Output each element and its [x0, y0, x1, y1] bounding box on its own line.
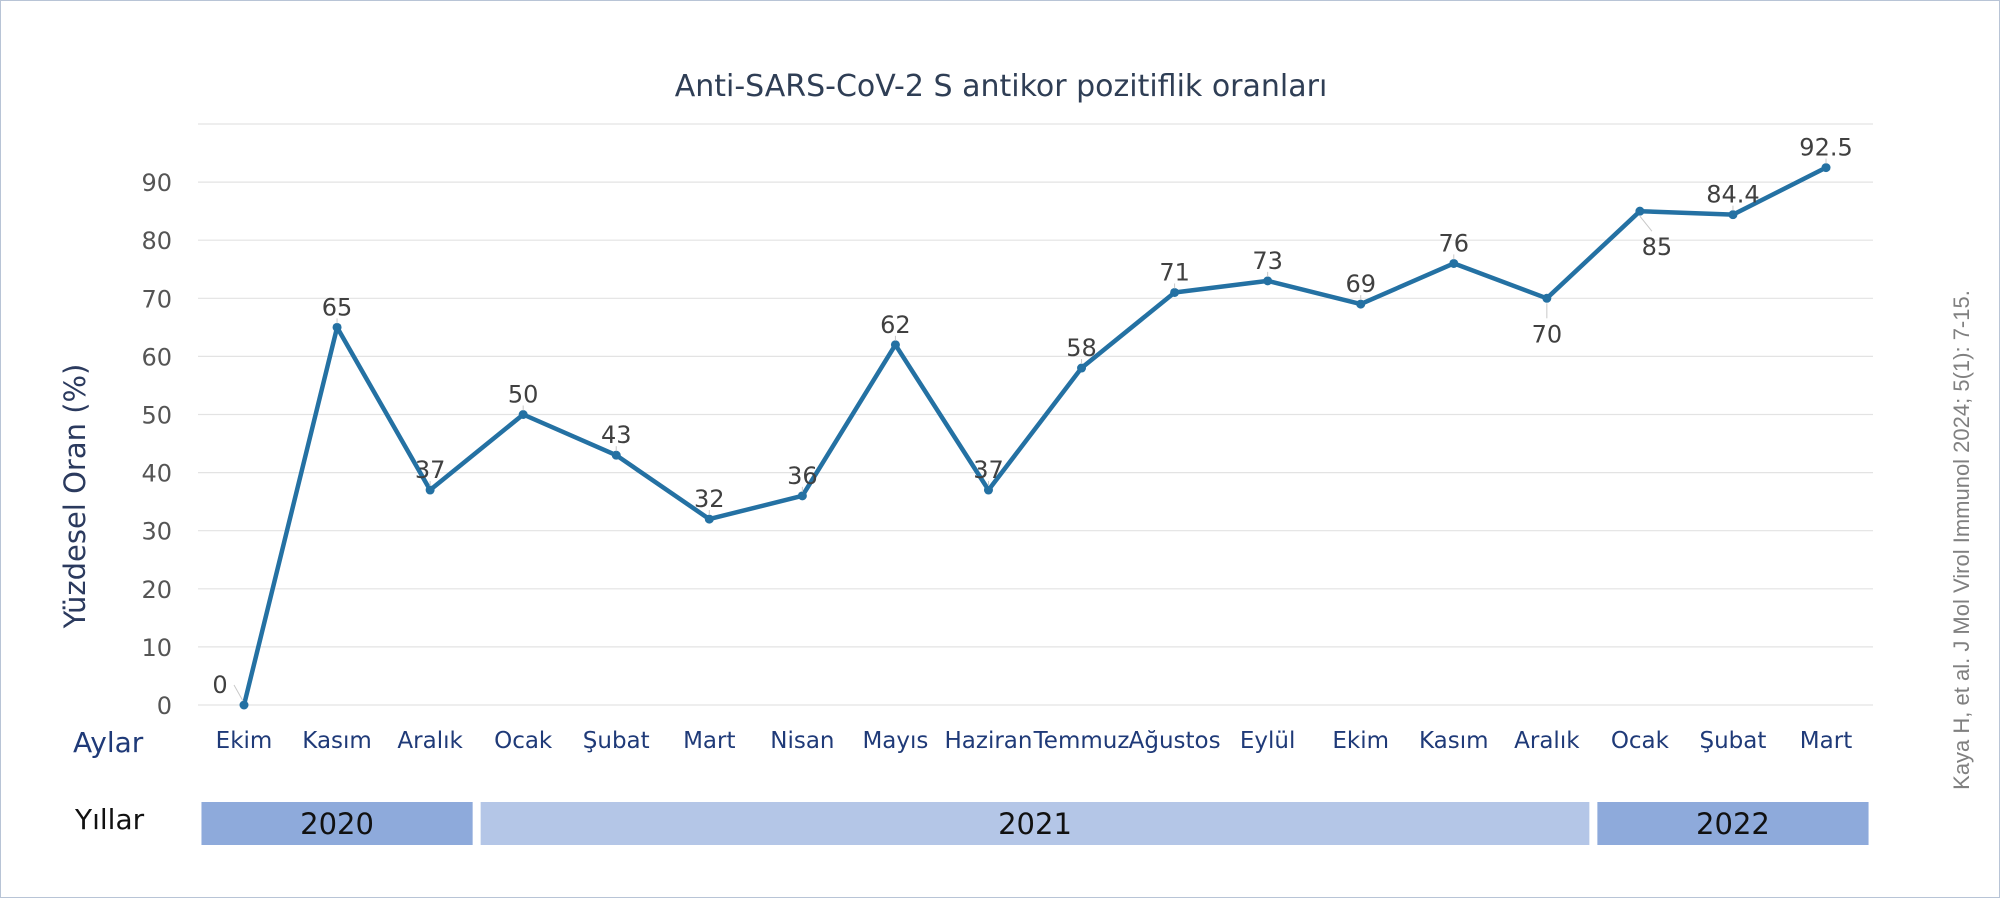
data-label-leader: [1639, 215, 1653, 232]
y-axis-label: Yüzdesel Oran (%): [58, 364, 92, 630]
series-line: [241, 165, 1829, 708]
x-tick-label: Nisan: [770, 728, 834, 754]
x-tick-label: Mart: [683, 728, 735, 754]
data-label: 85: [1642, 233, 1673, 261]
data-series: [239, 163, 1831, 710]
x-tick-label: Mart: [1800, 728, 1852, 754]
x-tick-label: Ekim: [1332, 728, 1389, 754]
data-point: [983, 485, 993, 495]
x-tick-label: Kasım: [1419, 728, 1489, 754]
data-point: [611, 450, 621, 460]
data-label: 0: [212, 671, 227, 699]
y-tick-label: 50: [141, 402, 172, 430]
data-point: [1263, 276, 1273, 286]
years-row-label: Yıllar: [74, 803, 145, 836]
data-point: [1449, 258, 1459, 268]
data-point: [332, 322, 342, 332]
x-tick-label: Şubat: [583, 728, 650, 754]
data-label: 37: [415, 456, 446, 484]
chart-title: Anti-SARS-CoV-2 S antikor pozitiflik ora…: [675, 69, 1328, 104]
x-tick-label: Temmuz: [1033, 728, 1130, 754]
year-label: 2021: [998, 807, 1072, 841]
x-tick-label: Mayıs: [862, 728, 928, 754]
y-tick-label: 80: [141, 227, 172, 255]
data-point: [518, 410, 528, 419]
x-tick-label: Kasım: [302, 728, 372, 754]
year-bands: 2020 2021 2022: [201, 802, 1869, 845]
x-tick-label: Şubat: [1700, 728, 1767, 754]
y-tick-label: 40: [141, 460, 172, 488]
data-label: 37: [973, 456, 1004, 484]
x-tick-label: Aralık: [397, 728, 463, 754]
data-point: [1542, 293, 1552, 303]
data-point: [890, 340, 900, 350]
data-label: 32: [694, 485, 725, 513]
data-label: 50: [508, 381, 539, 409]
y-tick-label: 90: [141, 169, 172, 197]
x-tick-labels: Ekim Kasım Aralık Ocak Şubat Mart Nisan Mayıs Ha…: [216, 728, 1853, 754]
data-label: 76: [1439, 229, 1470, 257]
year-band: [201, 802, 473, 845]
data-labels: 0 65 37 50 43 32 36 62 37 58 71 73 69 76 70 85 84.4 92.5: [212, 134, 1853, 702]
y-tick-label: 0: [157, 692, 172, 720]
data-label: 43: [601, 421, 632, 449]
data-label: 65: [322, 293, 353, 321]
data-point: [1728, 210, 1738, 220]
y-tick-label: 70: [141, 285, 172, 313]
data-point: [425, 485, 435, 495]
data-point: [1821, 163, 1831, 173]
year-band: [480, 802, 1590, 845]
y-tick-label: 60: [141, 343, 172, 371]
y-tick-label: 10: [141, 634, 172, 662]
data-point: [1356, 299, 1366, 309]
x-tick-label: Eylül: [1240, 728, 1296, 754]
x-tick-label: Haziran: [944, 728, 1032, 754]
year-band: [1597, 802, 1869, 845]
data-point: [1077, 363, 1087, 373]
months-row-label: Aylar: [73, 726, 144, 759]
data-label: 92.5: [1799, 134, 1852, 162]
data-point: [797, 491, 807, 501]
data-point: [1170, 287, 1180, 297]
x-tick-label: Ekim: [216, 728, 273, 754]
x-tick-label: Ocak: [494, 728, 553, 754]
gridlines: [198, 123, 1873, 706]
citation: Kaya H, et al. J Mol Virol Immunol 2024;…: [1949, 290, 1974, 790]
data-label: 70: [1532, 320, 1563, 348]
y-tick-label: 20: [141, 576, 172, 604]
y-tick-labels: 0 10 20 30 40 50 60 70 80 90: [141, 169, 172, 720]
data-label: 73: [1252, 247, 1283, 275]
data-point: [239, 700, 249, 710]
year-label: 2020: [300, 807, 374, 841]
data-label: 36: [787, 462, 818, 490]
data-label: 62: [880, 311, 911, 339]
data-label: 71: [1159, 258, 1190, 286]
x-tick-label: Ağustos: [1129, 728, 1221, 754]
data-point: [1635, 206, 1645, 216]
y-tick-label: 30: [141, 518, 172, 546]
year-label: 2022: [1696, 807, 1770, 841]
data-point: [704, 514, 714, 524]
data-label-leader: [233, 684, 244, 702]
data-label: 58: [1066, 334, 1097, 362]
x-tick-label: Aralık: [1514, 728, 1580, 754]
data-label: 84.4: [1706, 181, 1759, 209]
data-label: 69: [1345, 270, 1376, 298]
x-tick-label: Ocak: [1611, 728, 1670, 754]
